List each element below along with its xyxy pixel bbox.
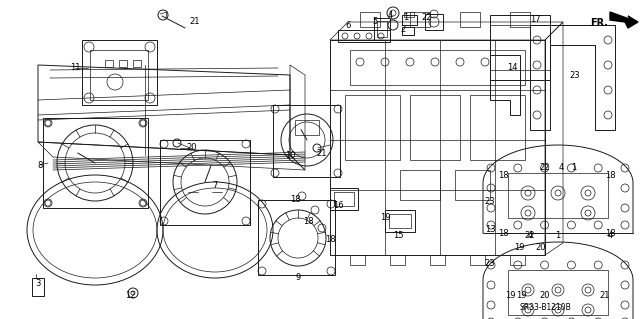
Text: 12: 12 (125, 291, 135, 300)
Bar (470, 255, 485, 265)
Bar (402, 15, 417, 25)
Bar (508, 270, 608, 315)
Bar (377, 21, 387, 37)
Text: 4: 4 (527, 231, 532, 240)
Text: 23: 23 (484, 197, 495, 206)
Text: 18: 18 (303, 218, 314, 226)
Text: 18: 18 (498, 228, 508, 238)
Text: FR.: FR. (590, 18, 608, 28)
Bar (425, 14, 443, 30)
Bar (90, 50, 148, 100)
Text: 10: 10 (285, 151, 295, 160)
Text: 1: 1 (556, 231, 561, 240)
Bar (470, 95, 525, 160)
Text: 6: 6 (346, 20, 351, 29)
Text: 17: 17 (530, 16, 540, 25)
Bar (350, 50, 525, 85)
Bar (390, 255, 405, 265)
Bar (400, 170, 440, 200)
Text: 20: 20 (540, 291, 550, 300)
Text: 9: 9 (296, 273, 301, 283)
Text: 1: 1 (403, 13, 408, 23)
Bar (273, 105, 340, 177)
Text: 4: 4 (558, 164, 564, 173)
Polygon shape (610, 12, 638, 28)
Text: 20: 20 (187, 144, 197, 152)
Bar (133, 60, 141, 67)
Text: 2: 2 (401, 26, 406, 34)
Text: 23: 23 (484, 258, 495, 268)
Bar (455, 170, 490, 200)
Text: 20: 20 (536, 243, 547, 253)
Text: 19: 19 (505, 291, 515, 300)
Bar (402, 27, 414, 35)
Bar (295, 120, 319, 135)
Bar (374, 18, 390, 40)
Bar (105, 60, 113, 67)
Bar (82, 40, 157, 105)
Bar (258, 200, 335, 275)
Bar (350, 255, 365, 265)
Text: 15: 15 (393, 231, 403, 240)
Text: 5: 5 (372, 18, 378, 26)
Bar (385, 210, 415, 232)
Bar (460, 12, 480, 27)
Bar (430, 255, 445, 265)
Text: 11: 11 (70, 63, 80, 72)
Bar (338, 30, 390, 42)
Bar (404, 12, 414, 17)
Bar (345, 95, 400, 160)
Text: 18: 18 (498, 170, 508, 180)
Text: 13: 13 (484, 226, 495, 234)
Text: 4: 4 (387, 11, 392, 19)
Text: 23: 23 (570, 70, 580, 79)
Text: 19: 19 (516, 291, 526, 300)
Text: 18: 18 (605, 170, 615, 180)
Text: 4: 4 (607, 231, 612, 240)
Text: 18: 18 (324, 235, 335, 244)
Text: 8: 8 (37, 160, 43, 169)
Text: 1: 1 (572, 164, 577, 173)
Text: 21: 21 (600, 291, 611, 300)
Text: 22: 22 (540, 164, 550, 173)
Text: 14: 14 (507, 63, 517, 72)
Text: 18: 18 (605, 228, 615, 238)
Bar (360, 12, 380, 27)
Bar (32, 278, 44, 296)
Text: 18: 18 (290, 196, 300, 204)
Bar (510, 12, 530, 27)
Bar (389, 214, 411, 228)
Bar (334, 192, 354, 206)
Bar (119, 60, 127, 67)
Bar (43, 118, 148, 208)
Text: 22: 22 (525, 231, 535, 240)
Text: 3: 3 (35, 279, 41, 288)
Text: 16: 16 (333, 201, 343, 210)
Text: 19: 19 (514, 243, 524, 253)
Text: 21: 21 (317, 149, 327, 158)
Text: 19: 19 (380, 213, 390, 222)
Text: 21: 21 (189, 18, 200, 26)
Bar (410, 95, 460, 160)
Bar (410, 12, 430, 27)
Bar (508, 173, 608, 218)
Bar (510, 255, 525, 265)
Text: 7: 7 (212, 181, 218, 189)
Text: SR33-B1210B: SR33-B1210B (519, 303, 571, 313)
Text: 22: 22 (422, 13, 432, 23)
Bar (330, 188, 358, 210)
Bar (160, 140, 250, 225)
